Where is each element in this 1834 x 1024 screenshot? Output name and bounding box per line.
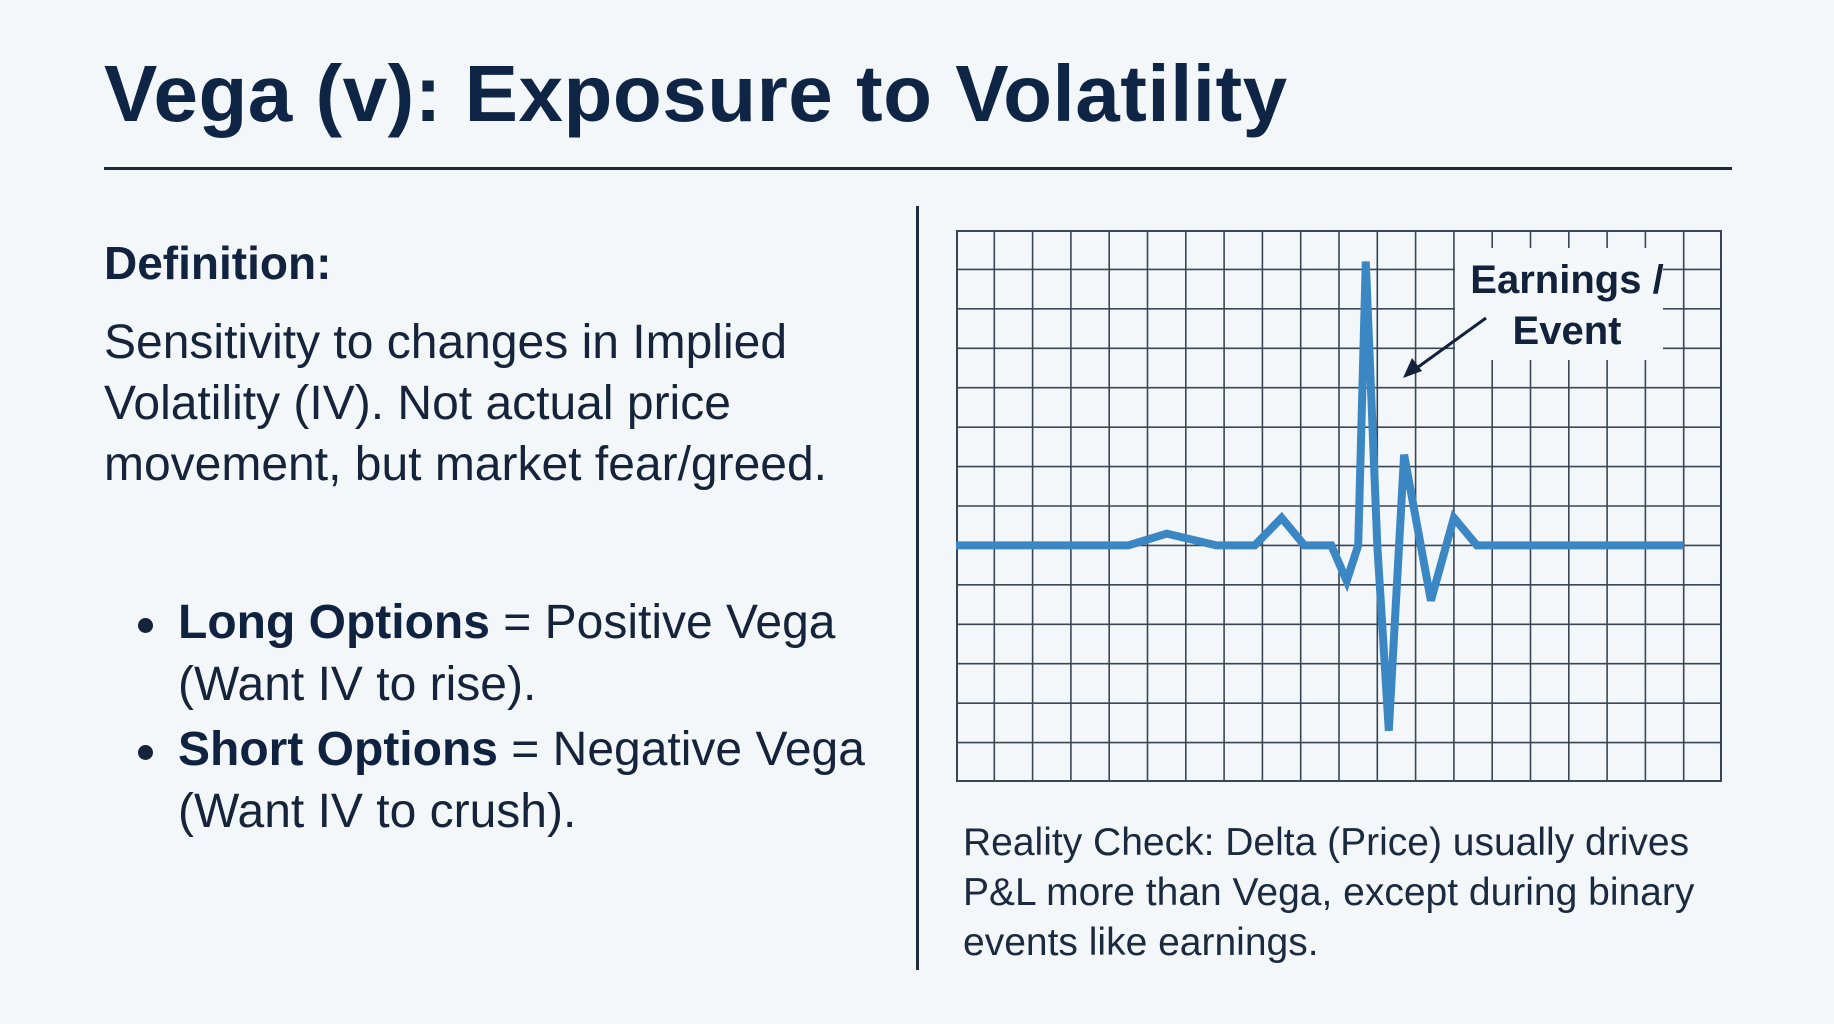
bullet-long-options: Long Options = Positive Vega (Want IV to… [136, 592, 876, 716]
annotation-label-line1: Earnings / [1470, 258, 1663, 302]
data-point [1304, 544, 1305, 546]
annotation-arrow-head [1403, 358, 1422, 378]
data-point [1346, 580, 1348, 582]
definition-heading: Definition: [104, 237, 332, 289]
data-point [956, 544, 957, 546]
reality-check-note: Reality Check: Delta (Price) usually dri… [963, 821, 1695, 964]
data-point [1683, 544, 1685, 546]
annotation-arrow-shaft [1413, 316, 1487, 372]
data-point [1430, 600, 1432, 602]
bullet-dot [138, 618, 153, 633]
data-point [1376, 544, 1378, 546]
bullet-text-short: = Negative Vega (Want IV to crush). [178, 723, 865, 838]
slide-title: Vega (v): Exposure to Volatility [104, 49, 1288, 138]
chart-frame [956, 230, 1722, 782]
data-point [1476, 544, 1478, 546]
bullet-text-long: = Positive Vega (Want IV to rise). [178, 596, 836, 711]
series-line-implied-volatility [956, 261, 1684, 731]
title-underline [104, 167, 1732, 170]
data-point [1365, 261, 1367, 262]
data-point [1254, 544, 1256, 546]
vega-bullet-list: Long Options = Positive Vega (Want IV to… [136, 592, 876, 846]
series-points [956, 261, 1685, 732]
data-point [1166, 533, 1168, 535]
annotation-label-line2: Event [1513, 309, 1622, 353]
data-point [1357, 544, 1359, 546]
bullet-short-options: Short Options = Negative Vega (Want IV t… [136, 719, 876, 843]
annotation-backdrop [1455, 248, 1663, 360]
data-point [1514, 544, 1516, 546]
bullet-dot [138, 745, 153, 760]
data-point [1487, 544, 1489, 546]
column-divider [916, 206, 919, 970]
bullet-term-long: Long Options [178, 596, 490, 649]
data-point [1127, 544, 1129, 546]
data-point [1388, 730, 1390, 732]
definition-body: Sensitivity to changes in Implied Volati… [104, 316, 827, 491]
data-point [1403, 454, 1405, 456]
data-point [1215, 544, 1217, 546]
bullet-term-short: Short Options [178, 723, 498, 776]
data-point [1453, 517, 1455, 519]
data-point [1281, 517, 1283, 519]
volatility-chart: Earnings / Event [956, 230, 1722, 782]
data-point [1330, 544, 1332, 546]
